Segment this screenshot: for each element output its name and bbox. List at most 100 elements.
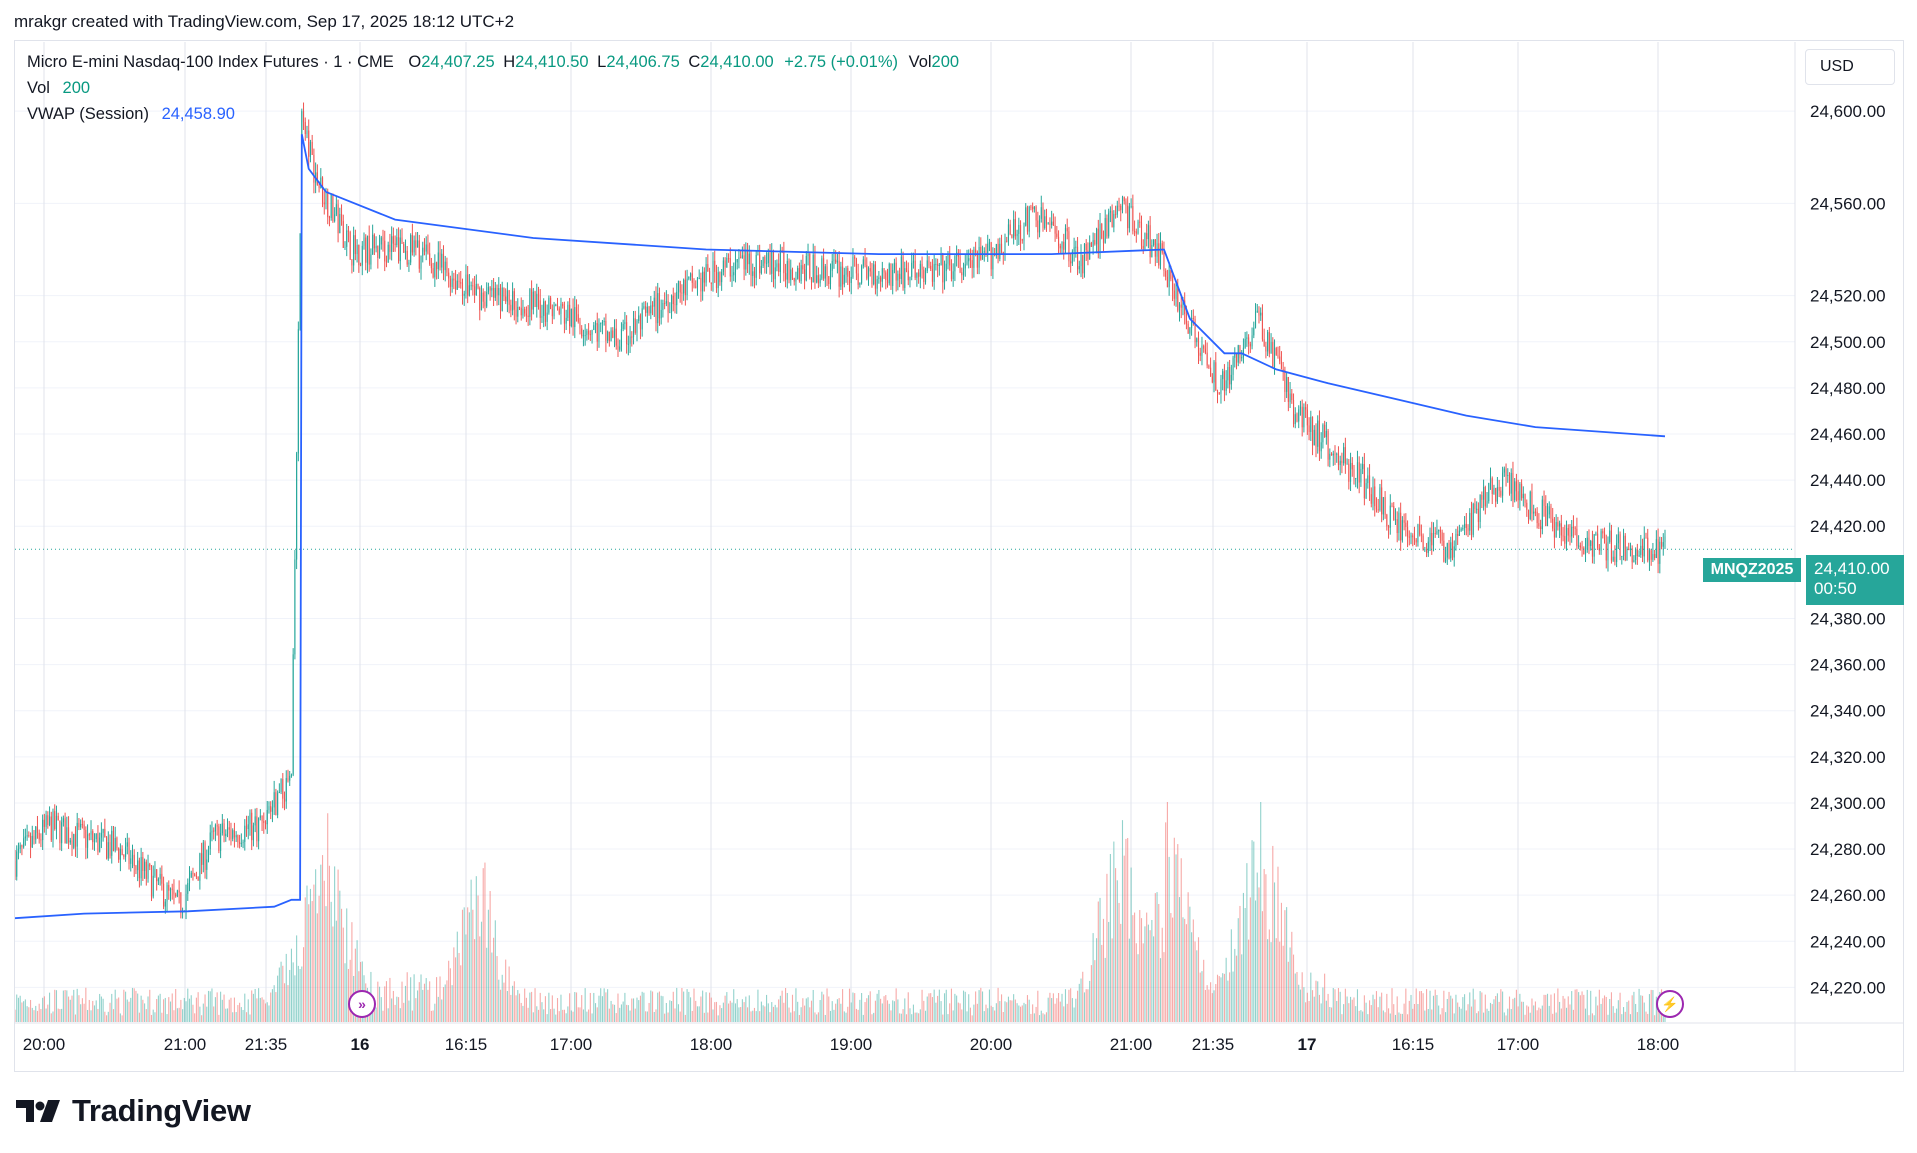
volume-bar — [1514, 997, 1516, 1022]
candle-body — [1118, 205, 1120, 207]
candle-body — [387, 244, 389, 263]
volume-bar — [899, 1013, 901, 1022]
candle-body — [1419, 524, 1421, 535]
volume-bar — [320, 864, 322, 1022]
legend-volume[interactable]: Vol 200 — [27, 79, 90, 98]
candle-body — [1130, 206, 1132, 208]
candle-body — [1296, 414, 1298, 422]
candle-body — [285, 778, 287, 802]
volume-bar — [1151, 919, 1153, 1022]
candle-body — [975, 249, 977, 253]
candle-body — [17, 848, 20, 852]
volume-bar — [582, 1009, 584, 1022]
volume-bar — [710, 997, 712, 1022]
volume-bar — [506, 991, 508, 1022]
candle-body — [1197, 338, 1200, 353]
candle-body — [874, 264, 876, 289]
volume-bar — [1261, 911, 1263, 1022]
volume-bar — [337, 869, 339, 1022]
candle-body — [296, 453, 298, 560]
volume-bar — [493, 937, 495, 1022]
candle-body — [74, 834, 77, 847]
volume-bar — [607, 989, 609, 1022]
volume-bar — [427, 989, 429, 1022]
candle-body — [771, 251, 773, 274]
tradingview-logo[interactable]: TradingView — [16, 1093, 251, 1129]
volume-bar — [731, 1002, 733, 1022]
candle-body — [814, 254, 816, 283]
candle-body — [1498, 487, 1500, 491]
volume-bar — [581, 995, 583, 1022]
candle-body — [1474, 503, 1476, 509]
volume-bar — [1201, 971, 1203, 1022]
candle-body — [1635, 549, 1637, 560]
volume-bar — [646, 1011, 648, 1022]
volume-bar — [669, 1000, 671, 1022]
volume-bar — [228, 999, 230, 1022]
volume-bar — [677, 1004, 680, 1022]
volume-bar — [740, 1007, 742, 1022]
volume-bar — [192, 1004, 194, 1022]
volume-bar — [145, 1009, 147, 1022]
lightning-icon[interactable]: ⚡ — [1656, 990, 1684, 1018]
volume-bar — [923, 1000, 925, 1022]
volume-bar — [1431, 1009, 1433, 1022]
candle-body — [137, 860, 139, 871]
candle-body — [506, 290, 508, 302]
candle-body — [553, 304, 555, 317]
candle-body — [83, 824, 85, 830]
volume-bar — [976, 1003, 978, 1022]
candle-body — [78, 822, 80, 828]
volume-bar — [1064, 989, 1067, 1022]
volume-bar — [924, 1010, 927, 1022]
candle-body — [1242, 347, 1244, 358]
volume-bar — [64, 990, 66, 1022]
candle-body — [1291, 393, 1293, 401]
candle-body — [1541, 499, 1543, 530]
volume-bar — [24, 999, 26, 1022]
volume-bar — [1486, 1008, 1488, 1022]
price-tick-label: 24,220.00 — [1810, 978, 1886, 997]
volume-bar — [950, 988, 952, 1022]
legend-vwap[interactable]: VWAP (Session) 24,458.90 — [27, 105, 235, 124]
volume-bar — [617, 993, 619, 1022]
volume-bar — [513, 981, 515, 1022]
volume-bar — [534, 988, 536, 1022]
legend-vwap-value: 24,458.90 — [161, 105, 235, 123]
volume-bar — [258, 988, 260, 1022]
volume-bar — [733, 989, 735, 1022]
volume-bar — [926, 996, 928, 1022]
candle-body — [494, 287, 496, 298]
session-break-icon[interactable]: » — [348, 990, 376, 1018]
volume-bar — [398, 997, 400, 1022]
candle-body — [1578, 545, 1580, 547]
volume-bar — [1583, 994, 1585, 1022]
volume-bar — [161, 1012, 163, 1022]
volume-bar — [173, 1010, 175, 1022]
volume-bar — [933, 989, 935, 1022]
candle-body — [902, 256, 904, 288]
candle-body — [743, 255, 745, 270]
volume-bar — [114, 989, 116, 1022]
last-price-countdown: 00:50 — [1814, 579, 1857, 598]
volume-bar — [232, 1012, 234, 1022]
volume-bar — [1476, 1013, 1478, 1022]
candle-body — [1560, 523, 1562, 536]
volume-bar — [17, 997, 20, 1022]
candle-body — [1403, 520, 1405, 523]
volume-bar — [508, 966, 510, 1022]
volume-bar — [195, 997, 197, 1022]
candle-body — [824, 266, 826, 279]
volume-bar — [1087, 989, 1089, 1022]
volume-bar — [328, 865, 331, 1022]
candle-body — [717, 272, 719, 289]
candle-body — [1343, 447, 1345, 464]
candle-body — [878, 277, 880, 280]
candle-body — [969, 258, 971, 261]
candle-body — [724, 260, 726, 268]
currency-button[interactable]: USD — [1805, 49, 1895, 85]
candle-body — [225, 833, 227, 837]
volume-bar — [133, 988, 135, 1022]
volume-bar — [1398, 1012, 1400, 1022]
